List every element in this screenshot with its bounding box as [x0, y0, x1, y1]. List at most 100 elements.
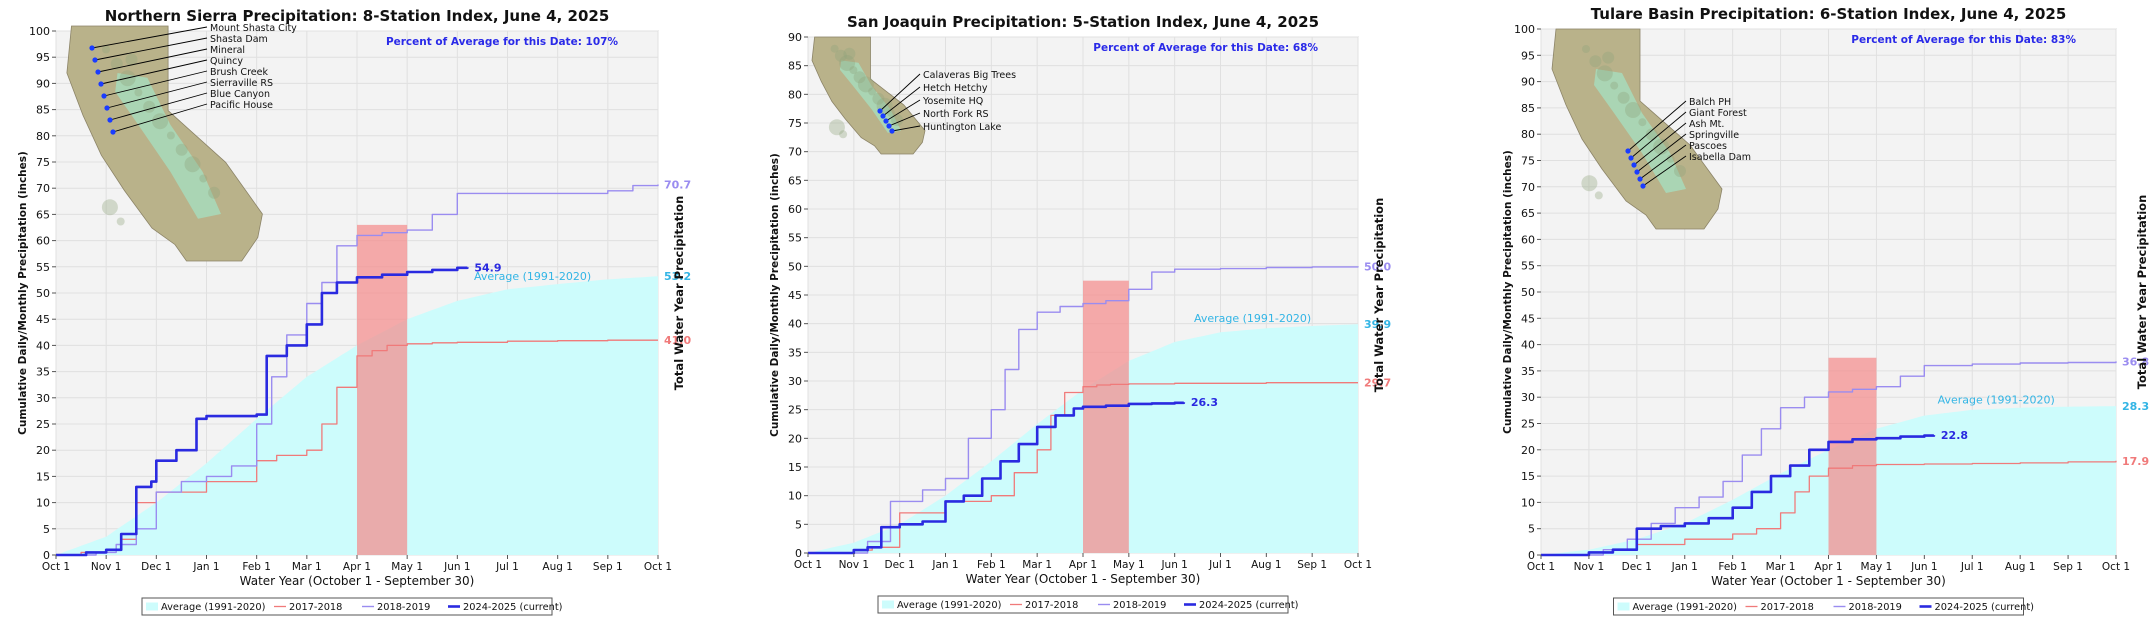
station-leader-line [97, 48, 208, 73]
x-tick-label: May 1 [391, 561, 423, 573]
terrain-shade [1625, 102, 1641, 118]
y-tick-label: 30 [1521, 391, 1535, 404]
terrain-shade [1582, 45, 1590, 53]
station-marker [1637, 176, 1643, 182]
central-valley [115, 73, 221, 219]
terrain-shade [166, 131, 175, 140]
station-label: Shasta Dam [210, 34, 268, 45]
end-label-current: 54.9 [474, 261, 501, 274]
y-tick-label: 50 [1521, 286, 1535, 299]
station-leader-line [1630, 111, 1687, 159]
terrain-shade [868, 87, 877, 96]
station-marker [1625, 148, 1631, 154]
x-tick-label: Mar 1 [1022, 559, 1052, 571]
y-tick-label: 35 [36, 366, 50, 379]
y-tick-label: 45 [36, 313, 50, 326]
terrain-shade [1594, 191, 1603, 200]
terrain-shade [199, 174, 208, 183]
end-label-average: 53.2 [664, 270, 691, 283]
legend-entry: Average (1991-2020) [161, 602, 265, 613]
station-leader-line [1642, 155, 1687, 187]
y-tick-label: 45 [788, 289, 802, 302]
end-label-2017-2018: 41.0 [664, 334, 691, 347]
station-marker [886, 123, 892, 129]
station-leader-line [885, 99, 921, 122]
end-label-2017-2018: 17.9 [2122, 455, 2149, 468]
x-tick-label: Oct 1 [1527, 561, 1555, 573]
end-label-2018-2019: 70.7 [664, 179, 691, 192]
legend-box [1613, 597, 2024, 616]
y-tick-label: 25 [36, 418, 50, 431]
terrain-shade [872, 92, 885, 105]
legend-entry: 2024-2025 (current) [1199, 600, 1299, 611]
station-marker [1631, 162, 1637, 168]
x-axis-label: Water Year (October 1 - September 30) [240, 574, 475, 588]
x-tick-label: Jun 1 [1160, 559, 1187, 571]
legend: Average (1991-2020) 2017-2018 2018-2019 202… [141, 597, 563, 616]
y-tick-label: 90 [36, 77, 50, 90]
y-axis-label: Cumulative Daily/Monthly Precipitation (… [17, 151, 29, 435]
y-tick-label: 60 [36, 235, 50, 248]
average-curve-label: Average (1991-2020) [474, 270, 591, 283]
station-leader-line [1633, 122, 1687, 166]
series-line-y2018 [808, 266, 1359, 554]
percent-of-average: Percent of Average for this Date: 68% [1093, 42, 1318, 54]
terrain-shade [208, 186, 221, 199]
y-tick-label: 75 [36, 156, 50, 169]
y-tick-label: 45 [1521, 312, 1535, 325]
right-axis-label: Total Water Year Precipitation [2135, 195, 2149, 390]
end-label-current: 26.3 [1191, 396, 1218, 409]
terrain-shade [1610, 81, 1619, 90]
y-tick-label: 10 [1521, 496, 1535, 509]
right-axis-label: Total Water Year Precipitation [672, 196, 686, 391]
y-tick-label: 70 [1521, 181, 1535, 194]
percent-of-average: Percent of Average for this Date: 107% [386, 36, 619, 48]
station-marker [1634, 169, 1640, 175]
y-tick-label: 90 [1521, 76, 1535, 89]
station-marker [883, 118, 889, 124]
x-tick-label: Sep 1 [593, 561, 623, 573]
end-label-average: 28.3 [2122, 400, 2149, 413]
y-tick-label: 40 [1521, 339, 1535, 352]
y-tick-label: 35 [1521, 365, 1535, 378]
series-line-y2018 [1541, 361, 2117, 556]
y-tick-label: 0 [1528, 549, 1535, 562]
terrain-shade [184, 156, 201, 173]
x-tick-label: Apr 1 [1069, 559, 1097, 571]
x-tick-label: Jul 1 [495, 561, 519, 573]
y-tick-label: 75 [788, 117, 802, 130]
terrain-shade [1589, 55, 1602, 68]
x-tick-label: Jul 1 [1208, 559, 1232, 571]
april-highlight [357, 224, 408, 555]
california-map: Calaveras Big Trees Hetch Hetchy Yosemite … [811, 36, 1016, 155]
x-tick-label: Jun 1 [443, 561, 470, 573]
station-label: Brush Creek [210, 67, 268, 78]
legend-entry: 2018-2019 [1113, 600, 1166, 611]
y-tick-label: 40 [788, 318, 802, 331]
y-tick-label: 15 [1521, 470, 1535, 483]
x-tick-label: Nov 1 [91, 561, 122, 573]
x-tick-label: Oct 1 [1344, 559, 1372, 571]
y-tick-label: 10 [788, 490, 802, 503]
end-label-2018-2019: 50.0 [1364, 260, 1391, 273]
x-tick-label: Oct 1 [644, 561, 672, 573]
y-tick-label: 60 [1521, 233, 1535, 246]
y-tick-label: 25 [1521, 418, 1535, 431]
station-label: Giant Forest [1689, 108, 1747, 119]
y-axis-label: Cumulative Daily/Monthly Precipitation (… [1502, 150, 1514, 434]
x-tick-label: Jan 1 [192, 561, 219, 573]
station-label: Pacific House [210, 100, 273, 111]
y-tick-label: 10 [36, 497, 50, 510]
terrain-shade [102, 45, 110, 54]
y-tick-label: 5 [1528, 523, 1535, 536]
average-curve-label: Average (1991-2020) [1938, 394, 2055, 407]
average-curve-label: Average (1991-2020) [1194, 312, 1311, 325]
x-tick-label: May 1 [1113, 559, 1145, 571]
y-tick-label: 100 [29, 25, 50, 38]
x-tick-label: Feb 1 [977, 559, 1006, 571]
station-label: Quincy [210, 56, 243, 67]
x-tick-label: Dec 1 [884, 559, 914, 571]
y-axis-label: Cumulative Daily/Monthly Precipitation (… [769, 153, 781, 437]
